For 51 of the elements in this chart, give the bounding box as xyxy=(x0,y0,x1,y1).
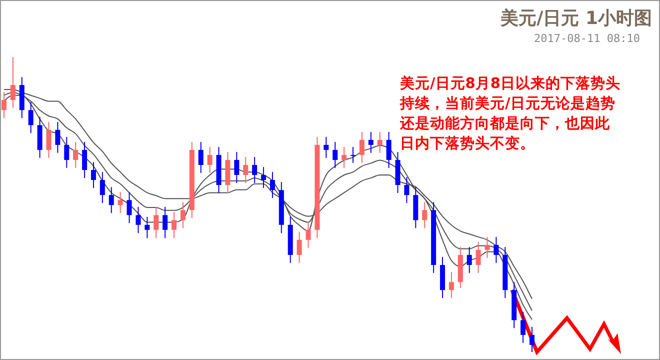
candlestick xyxy=(64,136,70,168)
candlestick xyxy=(448,272,454,299)
candlestick xyxy=(332,141,338,168)
annotation: 还是动能方向都是向下，也因此 xyxy=(399,114,611,132)
candlestick xyxy=(350,146,356,164)
text: 2017-08-11 08:10 xyxy=(534,32,640,45)
candlestick xyxy=(198,141,204,174)
candlestick xyxy=(261,166,266,188)
candlestick xyxy=(484,236,490,258)
candlestick xyxy=(100,172,105,204)
candlestick xyxy=(530,326,534,352)
candlestick xyxy=(234,151,240,184)
candlestick xyxy=(126,192,132,224)
candlestick xyxy=(324,136,329,158)
candlestick xyxy=(108,186,114,214)
annotation: 持续，当前美元/日元无论是趋势 xyxy=(399,94,616,112)
candlestick xyxy=(377,131,382,154)
candlestick xyxy=(243,156,248,184)
candlestick xyxy=(386,131,392,168)
candlestick xyxy=(466,246,472,274)
candlestick xyxy=(172,211,177,239)
candlestick xyxy=(46,121,52,158)
candlestick xyxy=(404,176,410,204)
candlestick xyxy=(144,216,150,239)
candlestick xyxy=(118,192,123,214)
candlestick xyxy=(162,206,168,239)
candlestick xyxy=(28,102,34,134)
candlestick xyxy=(476,241,481,274)
candlestick xyxy=(270,172,275,199)
candlestick xyxy=(90,162,96,188)
candlestick xyxy=(296,231,302,264)
candlestick xyxy=(82,141,88,178)
candlestick xyxy=(154,206,159,239)
candlestick xyxy=(342,146,347,168)
annotation: 日内下落势头不变。 xyxy=(400,134,535,152)
annotation: 美元/日元8月8日以来的下落势头 xyxy=(399,74,620,92)
text: 美元/日元 1小时图 xyxy=(500,8,652,29)
candlestick xyxy=(55,121,60,154)
candlestick xyxy=(252,156,258,184)
candlestick xyxy=(2,92,6,119)
candlestick xyxy=(306,221,311,248)
candlestick xyxy=(494,236,499,264)
candlestick xyxy=(136,206,141,234)
candlestick xyxy=(422,202,428,229)
candlestick xyxy=(368,131,374,154)
candlestick xyxy=(207,146,212,174)
candlestick xyxy=(359,131,364,164)
candlestick xyxy=(73,141,78,168)
candlestick xyxy=(180,202,186,229)
candlestick xyxy=(520,311,526,344)
candlestick xyxy=(10,56,16,109)
